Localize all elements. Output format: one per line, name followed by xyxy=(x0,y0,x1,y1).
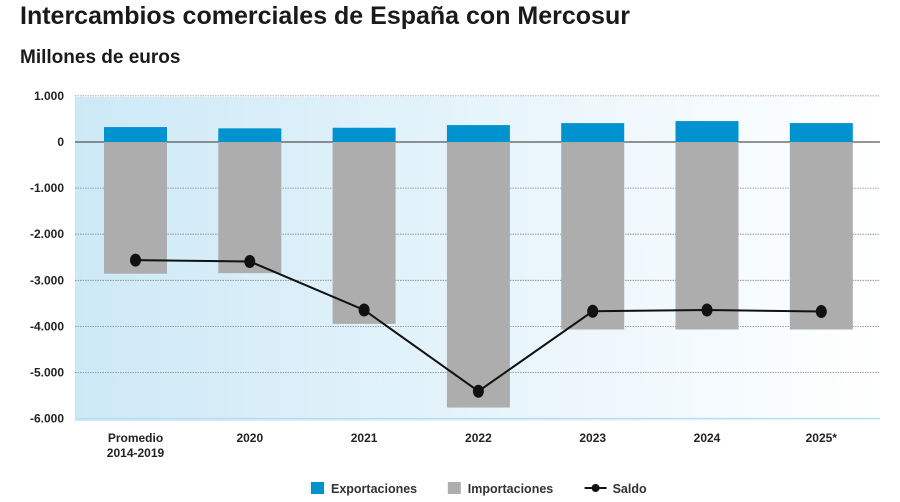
bar-exportaciones xyxy=(561,123,625,142)
bar-exportaciones xyxy=(446,125,510,142)
x-tick-label: 2022 xyxy=(465,431,492,445)
legend-label: Exportaciones xyxy=(331,482,417,496)
bar-importaciones xyxy=(675,142,739,330)
x-tick-label: 2025* xyxy=(806,431,838,445)
bar-importaciones xyxy=(789,142,853,330)
chart-subtitle: Millones de euros xyxy=(20,47,181,68)
saldo-point xyxy=(244,254,256,268)
saldo-point xyxy=(358,303,370,317)
legend-swatch-exportaciones xyxy=(311,482,324,494)
bar-importaciones xyxy=(104,142,167,274)
saldo-point xyxy=(130,253,141,267)
bar-exportaciones xyxy=(332,127,396,142)
y-tick-label: 1.000 xyxy=(34,89,64,103)
x-tick-label: 2023 xyxy=(579,431,606,445)
bar-exportaciones xyxy=(218,128,282,142)
x-tick-label: Promedio xyxy=(108,431,163,445)
y-tick-label: -1.000 xyxy=(30,181,64,195)
y-tick-label: 0 xyxy=(57,135,64,149)
x-tick-label: 2014-2019 xyxy=(107,446,165,460)
saldo-point xyxy=(815,305,827,319)
bar-importaciones xyxy=(332,142,396,324)
saldo-point xyxy=(701,303,713,317)
legend-swatch-importaciones xyxy=(447,482,461,494)
legend-label: Importaciones xyxy=(468,482,553,496)
y-tick-label: -2.000 xyxy=(30,227,64,241)
y-tick-label: -3.000 xyxy=(30,273,64,287)
bar-exportaciones xyxy=(675,121,739,142)
saldo-point xyxy=(587,304,599,318)
bar-importaciones xyxy=(218,142,282,274)
y-tick-label: -5.000 xyxy=(30,366,64,380)
bar-importaciones xyxy=(561,142,625,330)
y-tick-label: -6.000 xyxy=(30,412,64,426)
x-tick-label: 2021 xyxy=(351,431,378,445)
chart-title: Intercambios comerciales de España con M… xyxy=(20,2,630,30)
saldo-point xyxy=(472,384,484,398)
legend-marker xyxy=(591,484,600,492)
bar-exportaciones xyxy=(104,127,167,142)
x-tick-label: 2024 xyxy=(694,431,721,445)
bar-importaciones xyxy=(446,142,510,408)
bar-exportaciones xyxy=(789,123,853,142)
y-tick-label: -4.000 xyxy=(30,319,64,333)
x-tick-label: 2020 xyxy=(236,431,263,445)
legend-label: Saldo xyxy=(613,482,647,496)
